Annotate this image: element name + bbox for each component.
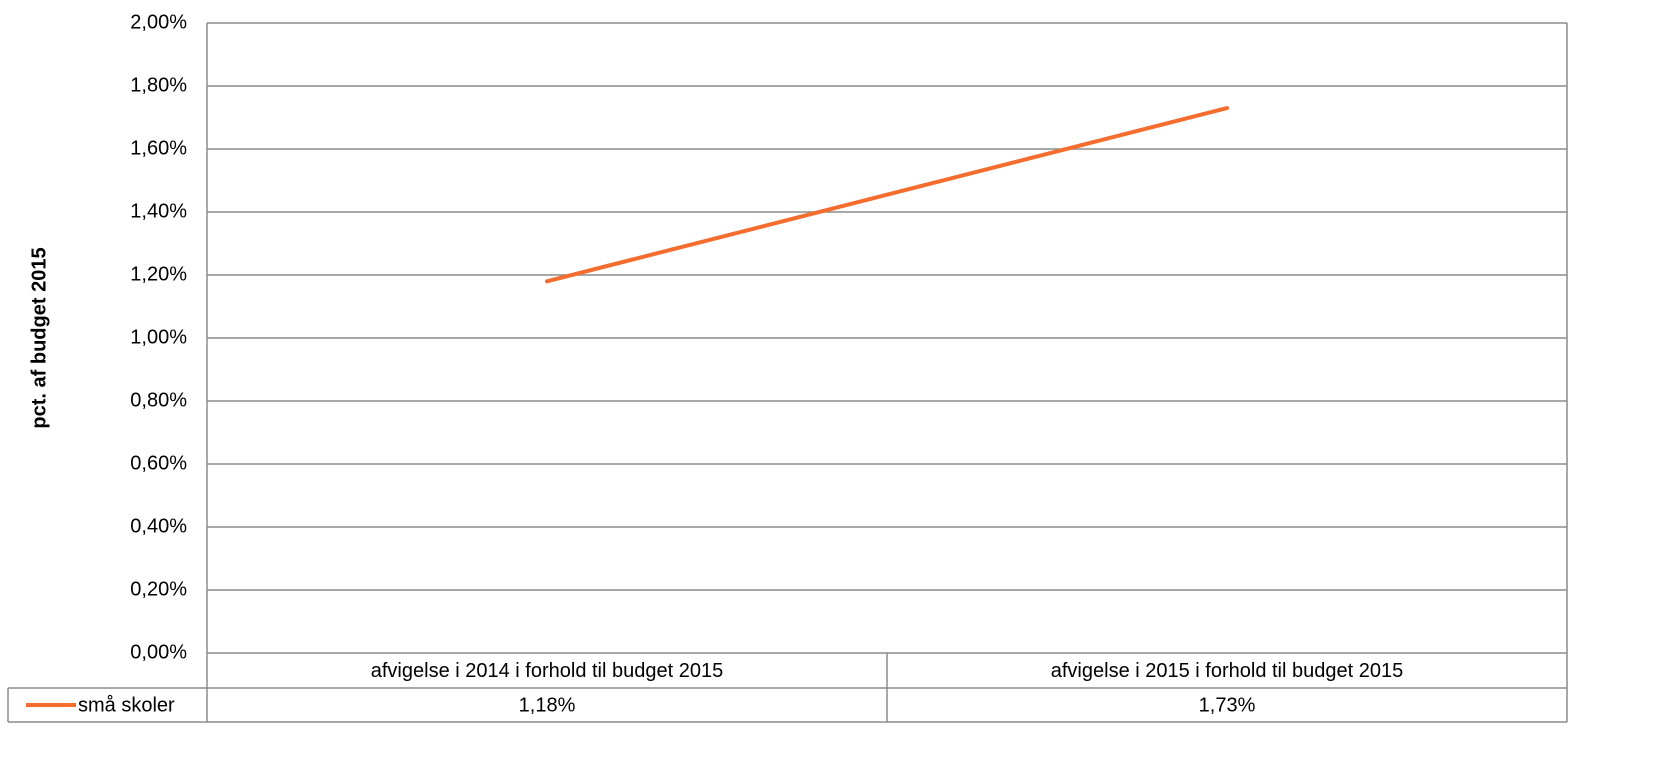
y-tick-label: 1,20% [130,263,187,285]
y-tick-label: 1,80% [130,74,187,96]
y-tick-label: 1,60% [130,137,187,159]
y-tick-label: 1,40% [130,200,187,222]
y-tick-label: 2,00% [130,11,187,33]
x-tick-label: afvigelse i 2015 i forhold til budget 20… [1051,660,1403,682]
y-tick-label: 0,80% [130,389,187,411]
table-value: 1,73% [1199,694,1256,716]
y-tick-label: 0,20% [130,578,187,600]
x-tick-label: afvigelse i 2014 i forhold til budget 20… [371,660,723,682]
y-tick-label: 0,40% [130,515,187,537]
y-tick-label: 1,00% [130,326,187,348]
y-axis-label: pct. af budget 2015 [28,247,50,428]
table-value: 1,18% [519,694,576,716]
series-line [545,106,1229,284]
y-tick-label: 0,00% [130,641,187,663]
y-tick-label: 0,60% [130,452,187,474]
legend-label: små skoler [78,694,175,716]
